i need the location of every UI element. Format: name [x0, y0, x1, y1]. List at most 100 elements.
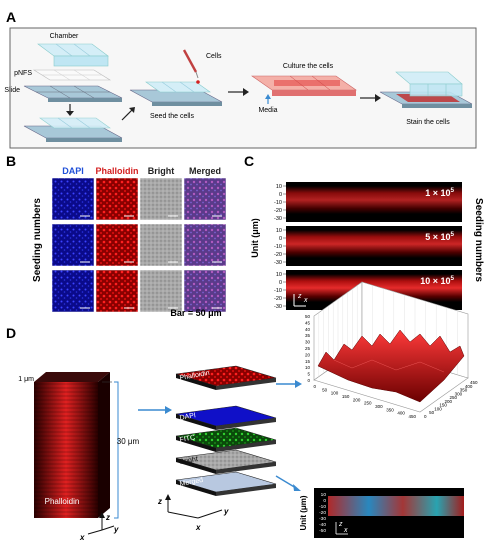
micrograph-r2-c1	[95, 269, 139, 313]
micrograph-r0-c2	[139, 177, 183, 221]
label-media: Media	[258, 107, 277, 114]
label-seed: Seed the cells	[150, 113, 194, 120]
c-tick-0-1: 0	[279, 192, 282, 198]
surf-y-tick-1: 50	[322, 387, 328, 392]
media-arrow-head	[265, 94, 271, 99]
panel-c-axis-z: z	[297, 293, 302, 300]
micrograph-r1-c1	[95, 223, 139, 267]
panel-a: A Chamber pNFS Slide	[4, 9, 477, 149]
layer-3: Bright	[175, 449, 277, 474]
panel-a-letter: A	[6, 9, 16, 25]
layer-4: Merged	[175, 471, 277, 496]
surf-z-tick-0: 50	[305, 314, 311, 319]
arrow-to-surface-head	[295, 380, 302, 388]
surf-y-tick-8: 400	[397, 411, 405, 416]
surf-z-tick-10: 0	[307, 378, 310, 383]
cross-ylabel: Unit (μm)	[299, 495, 308, 530]
surf-y-tick-4: 200	[353, 397, 361, 402]
surf-z-tick-7: 15	[305, 359, 311, 364]
arrow-to-seed	[121, 109, 133, 121]
surf-x-tick-9: 450	[470, 380, 478, 385]
micrograph-r2-c0	[51, 269, 95, 313]
c-tick-2-0: 10	[276, 272, 282, 278]
surf-x-tick-7: 350	[460, 388, 468, 393]
surf-y-tick-6: 300	[375, 404, 383, 409]
surf-z-tick-9: 5	[307, 372, 310, 377]
surf-y-tick-5: 250	[364, 401, 372, 406]
panel-c-side-label: Seeding numbers	[473, 198, 484, 282]
c-tick-2-3: -20	[274, 296, 282, 302]
c-tick-0-3: -20	[274, 208, 282, 214]
layer-label-4: Merged	[179, 477, 204, 488]
cross-tick-5: -40	[319, 522, 326, 528]
label-slide: Slide	[4, 87, 20, 94]
c-tick-0-2: -10	[274, 200, 282, 206]
label-thirty-um: 30 μm	[117, 437, 140, 446]
cross-tick-6: -50	[319, 528, 326, 534]
panel-c-ylabel: Unit (μm)	[250, 218, 260, 258]
column-header-2: Bright	[148, 166, 175, 176]
micrograph-r0-c1	[95, 177, 139, 221]
layers-axis-indicator: z x y	[157, 494, 229, 532]
panel-d: D 1 μm 30 μm Phalloidin z x y Phalloidin…	[6, 281, 478, 542]
c-tick-1-3: -20	[274, 252, 282, 258]
c-tick-2-1: 0	[279, 280, 282, 286]
panel-d-axis-y: y	[113, 525, 119, 534]
surf-z-tick-3: 35	[305, 333, 311, 338]
seed-illustration	[129, 49, 223, 106]
c-tick-1-2: -10	[274, 244, 282, 250]
panel-c-letter: C	[244, 153, 254, 169]
label-phalloidin-stack: Phalloidin	[45, 497, 80, 506]
layers-axis-y: y	[223, 507, 229, 516]
micrograph-r0-c0	[51, 177, 95, 221]
panel-d-letter: D	[6, 325, 16, 341]
surf-z-tick-5: 25	[305, 346, 311, 351]
surface-plot: 5045403530252015105005010015020025030035…	[305, 281, 478, 419]
pnfs-illustration	[32, 69, 112, 81]
arrow-to-seed-head	[129, 107, 135, 113]
layer-2: FITC	[175, 427, 277, 452]
layer-0: Phalloidin	[175, 365, 277, 390]
surf-x-tick-5: 250	[450, 395, 458, 400]
micrograph-r1-c0	[51, 223, 95, 267]
cross-tick-0: 10	[321, 492, 327, 498]
stain-illustration	[379, 71, 473, 108]
micrograph-r0-c3	[183, 177, 227, 221]
arrow-to-culture-head	[243, 88, 249, 96]
cross-tick-2: -10	[319, 504, 326, 510]
layers-axis-x: x	[195, 523, 201, 532]
arrow-to-cross-head	[293, 484, 301, 491]
panel-c-axis-x: x	[303, 297, 308, 304]
c-row-label-0: 1 × 105	[425, 187, 454, 198]
label-culture: Culture the cells	[283, 63, 334, 70]
cross-axis-z: z	[338, 521, 343, 528]
panel-d-axis-indicator: z x y	[79, 512, 119, 542]
cross-tick-3: -20	[319, 510, 326, 516]
layer-label-2: FITC	[179, 434, 196, 444]
panel-d-axis-x: x	[79, 533, 85, 542]
c-tick-2-4: -30	[274, 304, 282, 310]
label-chamber: Chamber	[50, 33, 79, 40]
surf-z-tick-6: 20	[305, 352, 311, 357]
panel-d-axis-z: z	[105, 513, 110, 522]
surf-x-tick-8: 400	[465, 384, 473, 389]
cross-section-row-0: 1 × 105 10 0 -10 -20 -30	[274, 182, 462, 222]
panel-b-letter: B	[6, 153, 16, 169]
cross-axis-x: x	[343, 527, 348, 534]
c-row-label-1: 5 × 105	[425, 231, 454, 242]
culture-illustration	[251, 75, 357, 96]
c-tick-1-4: -30	[274, 260, 282, 266]
cross-section-2: Unit (μm) 100-10-20-30-40-50 z x	[299, 488, 464, 538]
surf-y-tick-9: 450	[408, 414, 416, 419]
c-row-label-2: 10 × 105	[420, 275, 454, 286]
label-one-um: 1 μm	[18, 376, 34, 383]
arrow-to-stain-head	[375, 94, 381, 102]
surf-y-tick-0: 0	[313, 384, 316, 389]
z-stack-volume	[34, 372, 110, 518]
micrograph-r1-c3	[183, 223, 227, 267]
surf-y-tick-7: 350	[386, 407, 394, 412]
surf-x-tick-4: 200	[444, 399, 452, 404]
column-header-3: Merged	[189, 166, 221, 176]
